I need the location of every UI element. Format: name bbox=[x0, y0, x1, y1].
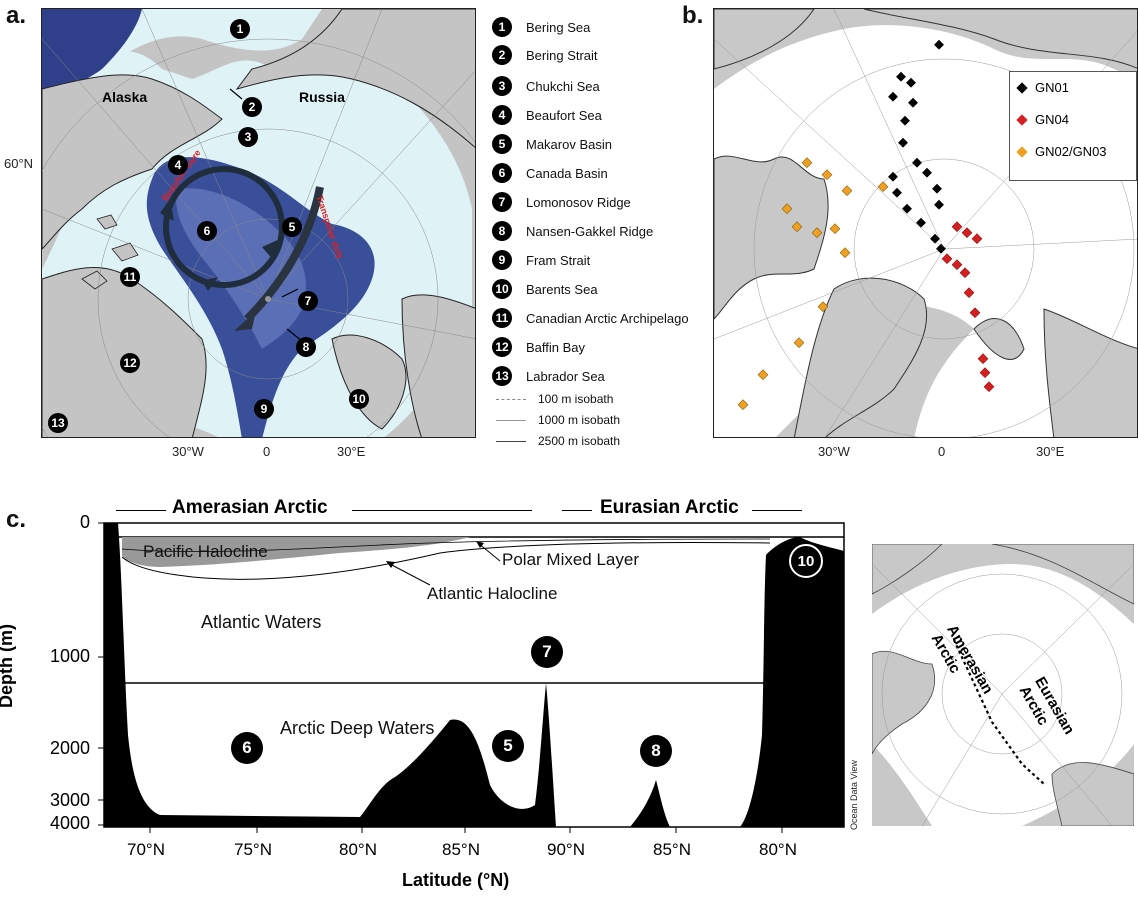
panel-a-lon-30e: 30°E bbox=[337, 444, 366, 459]
section-marker-8: 8 bbox=[640, 735, 672, 767]
legend-item-gn01: GN01 bbox=[1016, 80, 1069, 95]
map-marker-10: 10 bbox=[349, 389, 369, 409]
section-inset-map: Amerasian Arctic Eurasian Arctic bbox=[872, 544, 1134, 826]
gn0203-stations bbox=[737, 157, 889, 411]
eurasian-header-line-right bbox=[752, 510, 802, 511]
isobath-2500-legend: 2500 m isobath bbox=[496, 434, 620, 448]
panel-a-map: Alaska Russia Beaufort Gyre Transpolar d… bbox=[41, 8, 476, 438]
legend-item: 7 Lomonosov Ridge bbox=[492, 191, 631, 213]
russia-label: Russia bbox=[299, 89, 345, 105]
legend-item: 1 Bering Sea bbox=[492, 16, 590, 38]
ocean-data-view-credit: Ocean Data View bbox=[849, 760, 859, 830]
map-marker-5: 5 bbox=[282, 217, 302, 237]
panel-b-lon-30e: 30°E bbox=[1036, 444, 1065, 459]
panel-b-label: b. bbox=[682, 2, 704, 29]
panel-a-label: a. bbox=[6, 2, 27, 29]
arctic-bathymetry-map bbox=[42, 9, 475, 437]
map-marker-7: 7 bbox=[298, 291, 318, 311]
y-tick-2000: 2000 bbox=[50, 738, 91, 758]
y-tick-4000: 4000 bbox=[50, 813, 91, 833]
legend-item: 2 Bering Strait bbox=[492, 44, 598, 66]
panel-c-label: c. bbox=[6, 506, 27, 533]
legend-item: 8 Nansen-Gakkel Ridge bbox=[492, 220, 653, 242]
section-marker-10: 10 bbox=[789, 544, 823, 578]
legend-item: 6 Canada Basin bbox=[492, 162, 608, 184]
alaska-label: Alaska bbox=[102, 89, 148, 105]
x-tick-75n: 75°N bbox=[234, 840, 272, 859]
x-tick-85n-eurasian: 85°N bbox=[653, 840, 691, 859]
map-marker-11: 11 bbox=[120, 267, 140, 287]
legend-item: 9 Fram Strait bbox=[492, 249, 590, 271]
eurasian-header-line-left bbox=[562, 510, 592, 511]
legend-item: 4 Beaufort Sea bbox=[492, 104, 602, 126]
x-axis-label: Latitude (°N) bbox=[402, 870, 510, 890]
map-marker-6: 6 bbox=[197, 221, 217, 241]
map-marker-13: 13 bbox=[48, 413, 68, 433]
diamond-icon bbox=[1016, 81, 1028, 94]
legend-item: 10 Barents Sea bbox=[492, 278, 598, 300]
panel-b-legend: GN01 GN04 GN02/GN03 bbox=[1009, 71, 1137, 181]
y-tick-1000: 1000 bbox=[50, 646, 91, 666]
panel-b-lon-0: 0 bbox=[938, 444, 946, 459]
panel-b-map: GN01 GN04 GN02/GN03 bbox=[713, 8, 1138, 438]
legend-item-gn0203: GN02/GN03 bbox=[1016, 144, 1107, 159]
amerasian-header: Amerasian Arctic bbox=[172, 497, 328, 518]
panel-a-lon-30w: 30°W bbox=[172, 444, 204, 459]
eurasian-header: Eurasian Arctic bbox=[600, 497, 739, 518]
legend-item: 5 Makarov Basin bbox=[492, 133, 612, 155]
atlantic-halocline-label: Atlantic Halocline bbox=[427, 584, 558, 603]
map-marker-12: 12 bbox=[120, 353, 140, 373]
map-marker-9: 9 bbox=[254, 399, 274, 419]
map-marker-1: 1 bbox=[230, 19, 250, 39]
amerasian-header-line-right bbox=[352, 510, 532, 511]
y-axis-label: Depth (m) bbox=[0, 624, 16, 708]
panel-a-lat-60: 60°N bbox=[4, 156, 34, 171]
section-marker-5: 5 bbox=[492, 730, 524, 762]
gn01-stations bbox=[888, 39, 946, 254]
atlantic-waters-label: Atlantic Waters bbox=[201, 612, 322, 632]
section-marker-7: 7 bbox=[531, 636, 563, 668]
y-tick-3000: 3000 bbox=[50, 790, 91, 810]
legend-item: 12 Baffin Bay bbox=[492, 336, 585, 358]
x-tick-90n: 90°N bbox=[547, 840, 585, 859]
x-tick-80n: 80°N bbox=[339, 840, 377, 859]
pacific-halocline-label: Pacific Halocline bbox=[143, 542, 268, 561]
map-marker-8: 8 bbox=[296, 337, 316, 357]
y-tick-0: 0 bbox=[80, 512, 91, 532]
polar-mixed-layer-label: Polar Mixed Layer bbox=[502, 550, 640, 569]
legend-item: 13 Labrador Sea bbox=[492, 365, 605, 387]
arctic-deep-waters-label: Arctic Deep Waters bbox=[280, 718, 435, 738]
map-marker-2: 2 bbox=[242, 97, 262, 117]
legend-item-gn04: GN04 bbox=[1016, 112, 1069, 127]
x-tick-70n: 70°N bbox=[127, 840, 165, 859]
x-tick-85n: 85°N bbox=[442, 840, 480, 859]
map-marker-3: 3 bbox=[238, 127, 258, 147]
map-marker-4: 4 bbox=[168, 155, 188, 175]
isobath-100-legend: 100 m isobath bbox=[496, 392, 613, 406]
legend-item: 3 Chukchi Sea bbox=[492, 75, 600, 97]
panel-a-lon-0: 0 bbox=[263, 444, 271, 459]
diamond-icon bbox=[1016, 113, 1028, 126]
depth-section-plot bbox=[98, 522, 845, 833]
amerasian-header-line-left bbox=[116, 510, 166, 511]
section-marker-6: 6 bbox=[231, 732, 263, 764]
legend-item: 11 Canadian Arctic Archipelago bbox=[492, 307, 689, 329]
diamond-icon bbox=[1016, 145, 1028, 158]
panel-b-lon-30w: 30°W bbox=[818, 444, 850, 459]
gn04-stations bbox=[941, 221, 995, 393]
isobath-1000-legend: 1000 m isobath bbox=[496, 413, 620, 427]
x-tick-80n-eurasian: 80°N bbox=[759, 840, 797, 859]
